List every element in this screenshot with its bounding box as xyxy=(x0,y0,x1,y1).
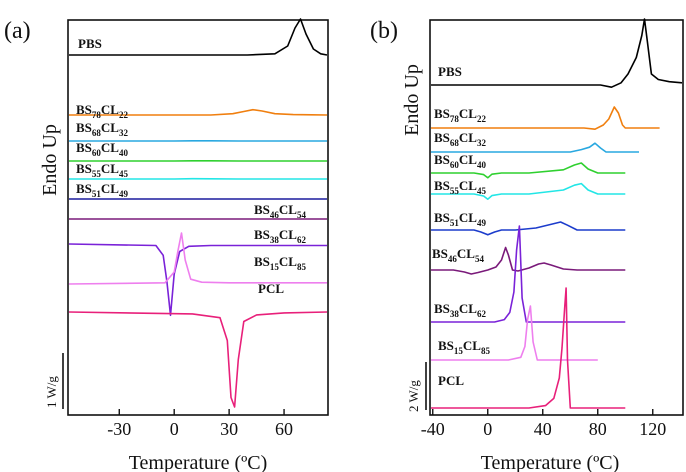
panel-a-y-axis-title: Endo Up xyxy=(39,124,61,196)
curve-pbs xyxy=(431,18,683,88)
panel-b-x-tick-label: -40 xyxy=(421,419,445,439)
curve-label-bs51cl49: BS51CL49 xyxy=(434,210,486,228)
panel-a-frame xyxy=(67,19,329,416)
curve-label-bs46cl54: BS46CL54 xyxy=(432,246,484,264)
curve-label-bs68cl32: BS68CL32 xyxy=(434,130,486,148)
panel-b-x-tick-label: 120 xyxy=(639,419,666,439)
curve-label-bs15cl85: BS15CL85 xyxy=(254,254,306,272)
curve-bs68cl32 xyxy=(431,142,639,153)
curve-bs78cl22 xyxy=(69,108,328,116)
panel-b-frame xyxy=(429,19,684,416)
panel-b-scale-label: 2 W/g xyxy=(406,380,421,412)
panel-b-x-axis-title: Temperature (ºC) xyxy=(481,452,620,472)
curve-label-pbs: PBS xyxy=(78,36,102,51)
panel-a-x-tick-label: 60 xyxy=(275,419,293,439)
panel-a-scale-label: 1 W/g xyxy=(44,376,59,408)
curve-bs60cl40 xyxy=(431,162,626,179)
curve-bs46cl54 xyxy=(431,246,626,275)
panel-b-letter: (b) xyxy=(370,18,398,44)
curve-label-bs60cl40: BS60CL40 xyxy=(434,152,486,170)
panel-b-x-ticks: -40 0 40 80 120 xyxy=(421,409,666,439)
panel-a-x-tick-label: 30 xyxy=(220,419,238,439)
panel-b-x-tick-label: 80 xyxy=(589,419,607,439)
curve-label-bs38cl62: BS38CL62 xyxy=(434,301,486,319)
panel-a-x-axis-title: Temperature (ºC) xyxy=(129,452,268,472)
panel-b-curve-labels: PBS BS78CL22 BS68CL32 BS60CL40 BS55CL45 BS51C… xyxy=(432,64,490,388)
curve-pbs xyxy=(69,18,328,56)
panel-a-x-ticks: -30 0 30 60 xyxy=(107,409,293,439)
panel-b-y-axis-title: Endo Up xyxy=(401,64,423,136)
curve-label-bs51cl49: BS51CL49 xyxy=(76,181,128,199)
panel-b: (b) Endo Up Temperature (ºC) -40 0 40 80 120… xyxy=(370,18,684,472)
curve-bs55cl45 xyxy=(431,182,626,200)
curve-label-bs38cl62: BS38CL62 xyxy=(254,227,306,245)
panel-a: (a) Endo Up Temperature (ºC) -30 0 30 60 PB… xyxy=(4,18,329,472)
curve-label-pbs: PBS xyxy=(438,64,462,79)
curve-label-bs55cl45: BS55CL45 xyxy=(434,178,486,196)
panel-a-curves xyxy=(68,18,328,408)
curve-label-pcl: PCL xyxy=(438,373,464,388)
curve-label-bs78cl22: BS78CL22 xyxy=(76,102,128,120)
curve-pcl xyxy=(431,287,626,409)
curve-bs78cl22 xyxy=(431,106,660,130)
panel-a-letter: (a) xyxy=(4,18,31,44)
curve-label-bs78cl22: BS78CL22 xyxy=(434,106,486,124)
curve-label-pcl: PCL xyxy=(258,281,284,296)
curve-label-bs55cl45: BS55CL45 xyxy=(76,161,128,179)
curve-bs15cl85 xyxy=(68,232,327,285)
panel-a-x-tick-label: -30 xyxy=(107,419,131,439)
curve-label-bs46cl54: BS46CL54 xyxy=(254,202,306,220)
curve-label-bs68cl32: BS68CL32 xyxy=(76,120,128,138)
curve-label-bs15cl85: BS15CL85 xyxy=(438,338,490,356)
curve-bs38cl62 xyxy=(68,243,327,317)
panel-b-x-tick-label: 0 xyxy=(483,419,492,439)
curve-pcl xyxy=(68,311,328,408)
curve-label-bs60cl40: BS60CL40 xyxy=(76,140,128,158)
panel-a-x-tick-label: 0 xyxy=(170,419,179,439)
curve-bs51cl49 xyxy=(431,221,626,236)
curve-bs15cl85 xyxy=(431,305,598,361)
panel-b-x-tick-label: 40 xyxy=(534,419,552,439)
panel-b-curves xyxy=(431,18,683,409)
